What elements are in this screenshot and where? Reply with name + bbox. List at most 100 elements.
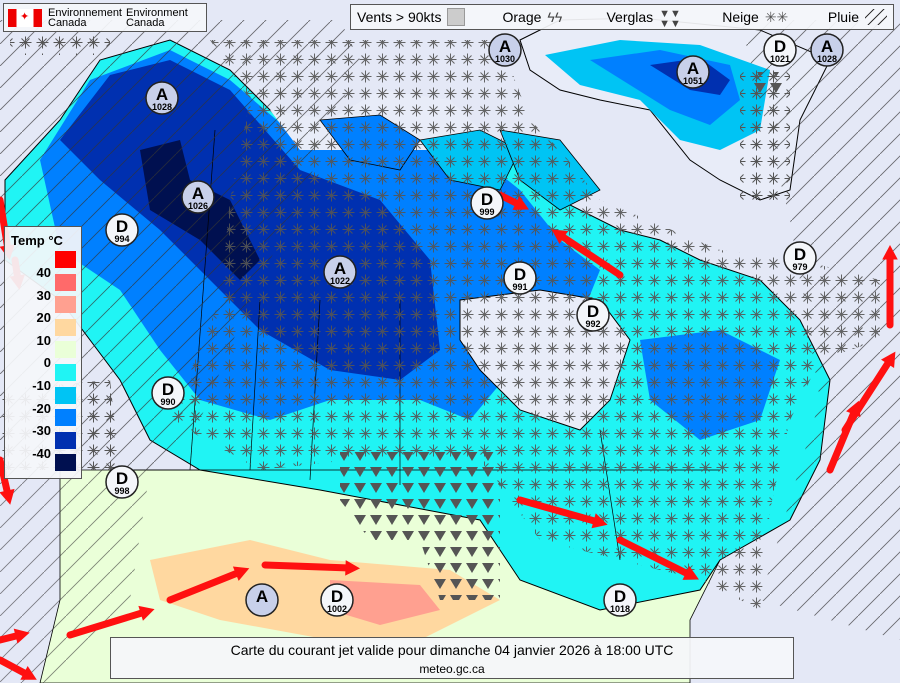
pressure-center-circle — [810, 33, 844, 67]
temperature-legend: Temp °C 40 30 20 10 0 -10 -20 -30 -40 — [4, 226, 82, 479]
jet-stream-arrowhead — [138, 605, 155, 621]
pressure-type: D — [587, 302, 599, 321]
pressure-type: D — [116, 217, 128, 236]
pressure-value: 1018 — [610, 604, 630, 614]
temp-label: -30 — [32, 423, 51, 439]
pressure-type: D — [162, 380, 174, 399]
pressure-type: D — [614, 587, 626, 606]
jet-stream-arrowhead — [881, 351, 896, 369]
temp-color-swatch — [55, 431, 76, 449]
pressure-center-circle — [245, 583, 279, 617]
temp-color-swatch — [55, 296, 76, 314]
snowflake-icon: ✳✳ — [764, 9, 789, 25]
pressure-value: 994 — [114, 234, 129, 244]
legend-rain: Pluie — [828, 9, 887, 25]
environment-canada-logo: ✦ Environnement Canada Environment Canada — [3, 3, 207, 32]
jet-stream-arrow — [516, 496, 602, 526]
temp-color-swatch — [55, 251, 76, 268]
pressure-value: 1021 — [770, 54, 790, 64]
pressure-type: A — [499, 37, 511, 56]
temperature-legend-title: Temp °C — [11, 233, 63, 248]
jet-stream-arrow — [841, 356, 894, 434]
pressure-type: A — [192, 184, 204, 203]
temp-color-swatch — [55, 454, 76, 472]
jet-stream-arrowhead — [0, 488, 15, 505]
pressure-type: A — [334, 259, 346, 278]
pressure-center-circle — [763, 33, 797, 67]
pressure-value: 1026 — [188, 201, 208, 211]
rain-hatch-icon — [865, 9, 887, 25]
temp-label: 40 — [36, 265, 51, 280]
pressure-value: 991 — [512, 282, 527, 292]
pressure-value: 1030 — [495, 54, 515, 64]
pressure-center-circle — [181, 180, 215, 214]
pressure-center-circle — [783, 241, 817, 275]
temp-color-swatch — [55, 341, 76, 359]
freezing-rain-icon: ▼▼ ▼▼ — [659, 8, 681, 30]
pressure-value: 1002 — [327, 604, 347, 614]
pressure-value: 998 — [114, 486, 129, 496]
pressure-center-circle — [470, 186, 504, 220]
legend-freezing: Verglas ▼▼ ▼▼ — [606, 8, 685, 30]
pressure-value: 999 — [479, 207, 494, 217]
pressure-type: D — [481, 190, 493, 209]
pressure-value: 1022 — [330, 276, 350, 286]
pressure-centers: A1030D1021A1028A1051A1028A1026D994D999D9… — [105, 33, 844, 617]
temp-label: 30 — [36, 287, 51, 303]
caption-source[interactable]: meteo.gc.ca — [419, 662, 485, 676]
temp-label: -40 — [32, 445, 51, 461]
jet-stream-arrow — [166, 568, 244, 604]
pressure-value: 1028 — [152, 102, 172, 112]
org-name-fr: Environnement Canada — [48, 6, 122, 29]
jet-stream-arrowhead — [345, 560, 360, 576]
pressure-value: 990 — [160, 397, 175, 407]
pressure-center-circle — [145, 81, 179, 115]
jet-stream-arrow — [66, 608, 149, 639]
jet-stream-arrowhead — [682, 566, 699, 580]
pressure-type: D — [116, 469, 128, 488]
temp-label: 10 — [36, 332, 51, 348]
jet-stream-arrowhead — [591, 513, 608, 529]
weather-symbol-legend: Vents > 90kts Orage ϟϟ Verglas ▼▼ ▼▼ Neige ✳… — [350, 4, 894, 30]
wind-swatch-icon — [447, 8, 466, 26]
temp-color-swatch — [55, 273, 76, 291]
org-name-en: Environment Canada — [126, 6, 188, 29]
jet-stream-arrowhead — [512, 196, 529, 210]
jet-stream-arrowhead — [232, 566, 250, 581]
high-pressure-center: A — [245, 583, 279, 617]
pressure-type: D — [774, 37, 786, 56]
pressure-center-circle — [105, 213, 139, 247]
map-caption: Carte du courant jet valide pour dimanch… — [110, 637, 794, 679]
temp-label: -10 — [32, 378, 51, 393]
temp-color-swatch — [55, 386, 76, 404]
jet-stream-arrowhead — [20, 666, 37, 680]
canada-flag-icon: ✦ — [8, 8, 42, 27]
pressure-type: A — [256, 587, 268, 606]
pressure-center-circle — [151, 376, 185, 410]
temp-color-swatch — [55, 409, 76, 427]
jet-stream-arrowhead — [13, 628, 30, 644]
pressure-center-circle — [323, 255, 357, 289]
pressure-value: 979 — [792, 262, 807, 272]
jet-stream-arrow — [556, 231, 624, 279]
pressure-center-circle — [488, 33, 522, 67]
pressure-type: A — [821, 37, 833, 56]
legend-snow: Neige ✳✳ — [722, 9, 791, 25]
pressure-type: D — [794, 245, 806, 264]
temp-label: 0 — [43, 355, 51, 371]
pressure-type: A — [156, 85, 168, 104]
